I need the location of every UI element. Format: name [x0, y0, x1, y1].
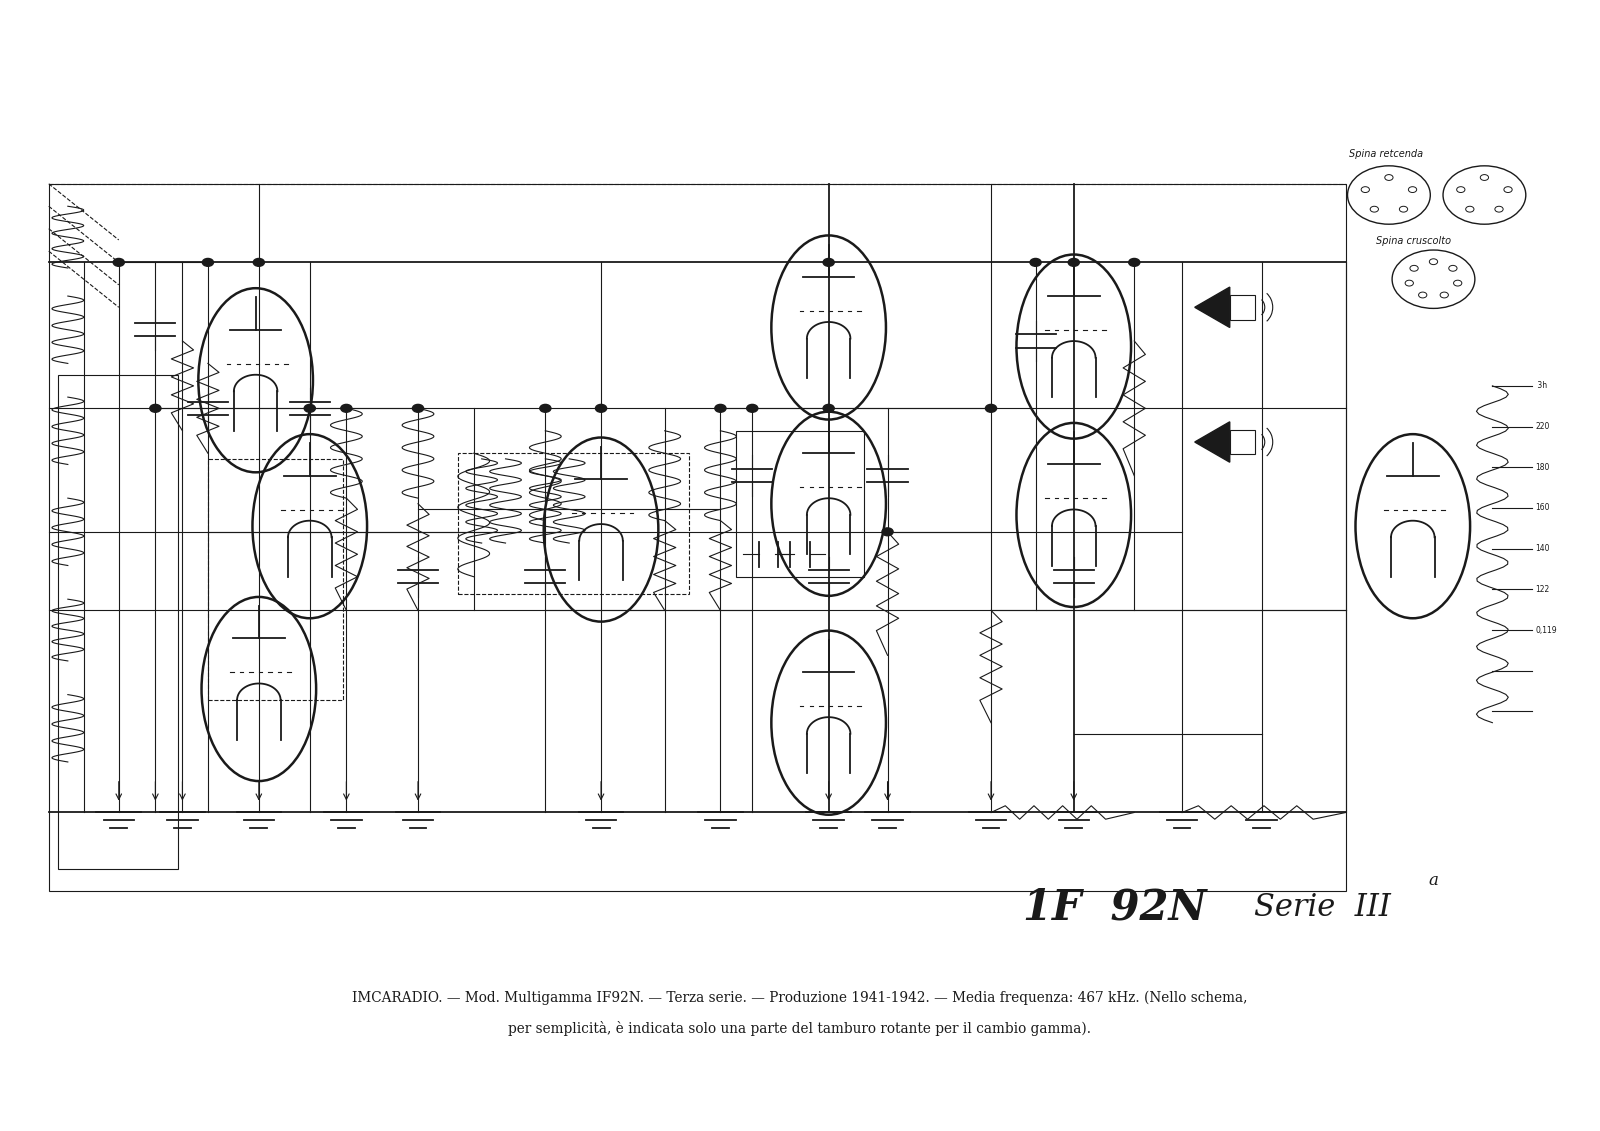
Circle shape — [202, 259, 213, 266]
Circle shape — [341, 405, 352, 413]
Circle shape — [1128, 259, 1139, 266]
Circle shape — [822, 259, 834, 266]
Bar — [1230, 430, 1256, 455]
Text: 3h: 3h — [1536, 381, 1547, 390]
Circle shape — [304, 405, 315, 413]
Circle shape — [747, 405, 758, 413]
Circle shape — [715, 405, 726, 413]
Text: 122: 122 — [1536, 585, 1550, 594]
Bar — [1230, 295, 1256, 320]
Circle shape — [150, 405, 162, 413]
Circle shape — [253, 259, 264, 266]
Circle shape — [986, 405, 997, 413]
Text: IMCARADIO. — Mod. Multigamma IF92N. — Terza serie. — Produzione 1941-1942. — Med: IMCARADIO. — Mod. Multigamma IF92N. — Te… — [352, 991, 1248, 1005]
Circle shape — [114, 259, 125, 266]
Circle shape — [413, 405, 424, 413]
Text: 1F  92N: 1F 92N — [1022, 887, 1206, 929]
Bar — [458, 454, 688, 594]
Text: Serie  III: Serie III — [1254, 892, 1390, 923]
Bar — [48, 184, 1346, 891]
Text: 160: 160 — [1536, 503, 1550, 512]
Circle shape — [1030, 259, 1042, 266]
Text: Spina cruscolto: Spina cruscolto — [1376, 235, 1451, 245]
Circle shape — [1069, 259, 1080, 266]
Circle shape — [539, 405, 550, 413]
Text: Spina retcenda: Spina retcenda — [1349, 149, 1424, 159]
Bar — [736, 431, 864, 577]
Circle shape — [882, 528, 893, 536]
Bar — [58, 374, 178, 869]
Polygon shape — [1195, 287, 1230, 328]
Polygon shape — [1195, 422, 1230, 463]
Text: 140: 140 — [1536, 544, 1550, 553]
Text: 0,119: 0,119 — [1536, 625, 1557, 634]
Text: 180: 180 — [1536, 463, 1550, 472]
Text: per semplicità, è indicata solo una parte del tamburo rotante per il cambio gamm: per semplicità, è indicata solo una part… — [509, 1020, 1091, 1036]
Bar — [208, 459, 342, 700]
Circle shape — [822, 405, 834, 413]
Text: 220: 220 — [1536, 422, 1550, 431]
Text: a: a — [1429, 872, 1438, 889]
Circle shape — [595, 405, 606, 413]
